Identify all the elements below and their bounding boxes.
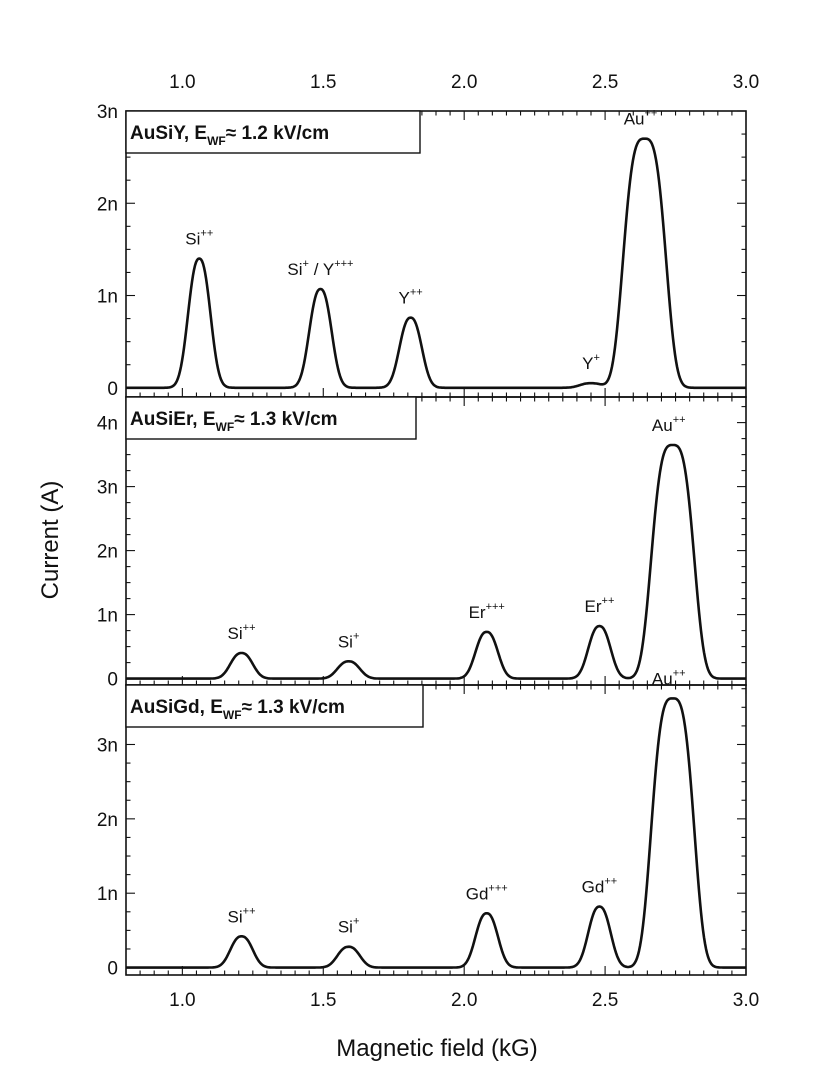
x-axis: 1.0 1.0 1.5 1.5 2.0 2.0 2.5 2.5 3.0 3.0 bbox=[169, 72, 759, 1011]
peak-label: Y+ bbox=[582, 352, 600, 373]
x-tick-label-bottom: 3.0 bbox=[733, 990, 759, 1011]
y-tick-label: 1n bbox=[97, 606, 118, 627]
panel-3: 0 1n 2n 3n Si++ Si+ Gd+++ Gd++ Au++ AuSiGd, EWF≈ … bbox=[97, 667, 747, 980]
y-tick-label: 3n bbox=[97, 735, 118, 756]
panel-2: 0 1n 2n 3n 4n Si++ Si+ Er+++ Er++ Au++ AuSiEr, EWF… bbox=[97, 396, 747, 691]
x-tick-label-top: 1.5 bbox=[310, 72, 336, 93]
x-tick-label-top: 3.0 bbox=[733, 72, 759, 93]
y-tick-label: 4n bbox=[97, 414, 118, 435]
peak-label: Si+ bbox=[338, 630, 360, 651]
panel-label: AuSiEr, EWF≈ 1.3 kV/cm bbox=[130, 409, 338, 434]
x-tick-label-top: 2.5 bbox=[592, 72, 618, 93]
y-tick-label: 2n bbox=[97, 542, 118, 563]
panel-frame bbox=[125, 110, 747, 398]
peak-label: Au++ bbox=[624, 108, 658, 129]
peak-label: Gd++ bbox=[582, 876, 618, 897]
panel-frame bbox=[125, 684, 747, 976]
peak-label: Si+ bbox=[338, 916, 360, 937]
spectrum-line bbox=[125, 137, 747, 390]
peak-label: Gd+++ bbox=[466, 882, 508, 903]
panel-label: AuSiGd, EWF≈ 1.3 kV/cm bbox=[130, 697, 345, 722]
peak-label: Au++ bbox=[652, 414, 686, 435]
y-tick-label: 0 bbox=[107, 959, 118, 980]
peak-label: Er++ bbox=[585, 595, 615, 616]
y-tick-label: 1n bbox=[97, 287, 118, 308]
spectrum-line bbox=[125, 443, 747, 680]
panel-label-box bbox=[125, 684, 424, 728]
x-tick-label-top: 1.0 bbox=[169, 72, 195, 93]
peak-label: Si++ bbox=[185, 228, 213, 249]
y-tick-label: 1n bbox=[97, 884, 118, 905]
y-tick-label: 3n bbox=[97, 102, 118, 123]
panel-label: AuSiY, EWF≈ 1.2 kV/cm bbox=[130, 123, 329, 148]
panel-1: 0 1n 2n 3n Si++ Si+ / Y+++ Y++ Y+ Au++ AuSiY, EWF… bbox=[97, 102, 747, 400]
spectrum-line bbox=[125, 697, 747, 969]
x-tick-label-top: 2.0 bbox=[451, 72, 477, 93]
panel-label-box bbox=[125, 396, 417, 440]
panels-layer: 0 1n 2n 3n Si++ Si+ / Y+++ Y++ Y+ Au++ AuSiY, EWF… bbox=[97, 102, 747, 980]
y-tick-label: 0 bbox=[107, 379, 118, 400]
x-tick-label-bottom: 1.5 bbox=[310, 990, 336, 1011]
x-axis-title: Magnetic field (kG) bbox=[336, 1035, 537, 1062]
peak-label: Si+ / Y+++ bbox=[287, 258, 353, 279]
x-tick-label-bottom: 2.5 bbox=[592, 990, 618, 1011]
peak-label: Si++ bbox=[228, 622, 256, 643]
panel-label-box bbox=[125, 110, 421, 154]
peak-label: Si++ bbox=[228, 905, 256, 926]
y-axis-title: Current (A) bbox=[37, 481, 64, 600]
y-tick-label: 2n bbox=[97, 194, 118, 215]
y-tick-label: 0 bbox=[107, 670, 118, 691]
peak-label: Y++ bbox=[399, 287, 423, 308]
x-tick-label-bottom: 2.0 bbox=[451, 990, 477, 1011]
y-tick-label: 3n bbox=[97, 478, 118, 499]
peak-label: Er+++ bbox=[469, 601, 505, 622]
x-tick-label-bottom: 1.0 bbox=[169, 990, 195, 1011]
peak-label: Au++ bbox=[652, 667, 686, 688]
y-tick-label: 2n bbox=[97, 810, 118, 831]
